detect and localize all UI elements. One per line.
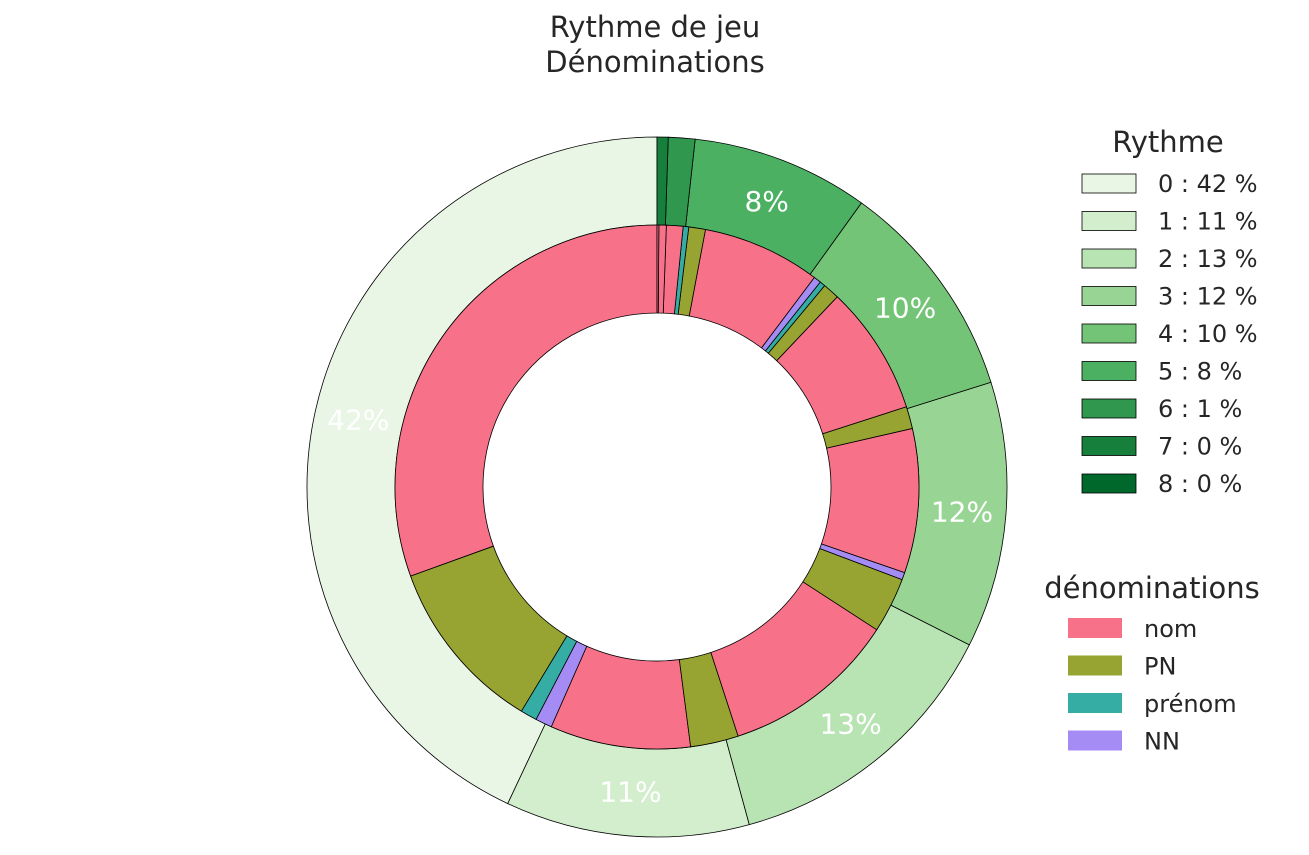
outer-percentage-labels: 42% 11% 13% 12% 10% 8% [327,185,993,809]
inner-ring-denominations [394,224,920,750]
legend-rythme-swatch-1 [1081,211,1137,231]
legend-denominations: dénominations nom PN prénom NN [1044,571,1260,756]
legend-rythme-title: Rythme [1112,125,1224,159]
legend-rythme-label-0: 0 : 42 % [1158,170,1258,198]
legend-denominations-swatch-prenom [1068,693,1122,713]
legend-rythme-swatch-6 [1081,398,1137,419]
legend-rythme-swatch-3 [1081,286,1137,306]
legend-rythme-swatch-0 [1081,173,1137,194]
legend-rythme-label-8: 8 : 0 % [1158,470,1242,498]
legend-rythme: Rythme 0 : 42 % 1 : 11 % 2 : 13 % 3 : 12 % 4… [1081,125,1258,498]
legend-rythme-swatch-7 [1081,436,1137,456]
legend-rythme-swatch-4 [1081,323,1137,344]
legend-rythme-swatch-5 [1081,361,1137,381]
outer-pct-label-3: 12% [931,496,993,529]
legend-rythme-label-7: 7 : 0 % [1158,433,1242,461]
legend-rythme-label-1: 1 : 11 % [1158,208,1258,236]
outer-pct-label-1: 11% [599,775,661,808]
legend-denominations-label-prenom: prénom [1144,690,1237,718]
legend-denominations-title: dénominations [1044,571,1260,605]
legend-rythme-label-4: 4 : 10 % [1158,320,1258,348]
legend-rythme-label-3: 3 : 12 % [1158,283,1258,311]
legend-denominations-label-pn: PN [1144,653,1176,681]
outer-ring-rythme [306,136,1008,838]
legend-rythme-label-2: 2 : 13 % [1158,245,1258,273]
outer-pct-label-0: 42% [327,404,389,437]
outer-pct-label-4: 10% [874,291,936,324]
legend-denominations-label-nom: nom [1144,615,1197,643]
legend-denominations-swatch-nn [1068,730,1122,751]
legend-rythme-label-5: 5 : 8 % [1158,358,1242,386]
legend-denominations-swatch-pn [1068,655,1122,676]
chart-title-line-1: Rythme de jeu [550,10,761,44]
outer-pct-label-2: 13% [819,707,881,740]
chart-title-line-2: Dénominations [545,45,764,79]
legend-rythme-swatch-2 [1081,248,1137,269]
legend-rythme-label-6: 6 : 1 % [1158,395,1242,423]
inner-slice-nom-20 [656,224,660,314]
legend-rythme-swatch-8 [1081,473,1137,494]
inner-slice-nom-0 [394,224,658,577]
legend-denominations-swatch-nom [1068,618,1122,638]
legend-denominations-label-nn: NN [1144,728,1180,756]
outer-pct-label-5: 8% [744,185,788,218]
